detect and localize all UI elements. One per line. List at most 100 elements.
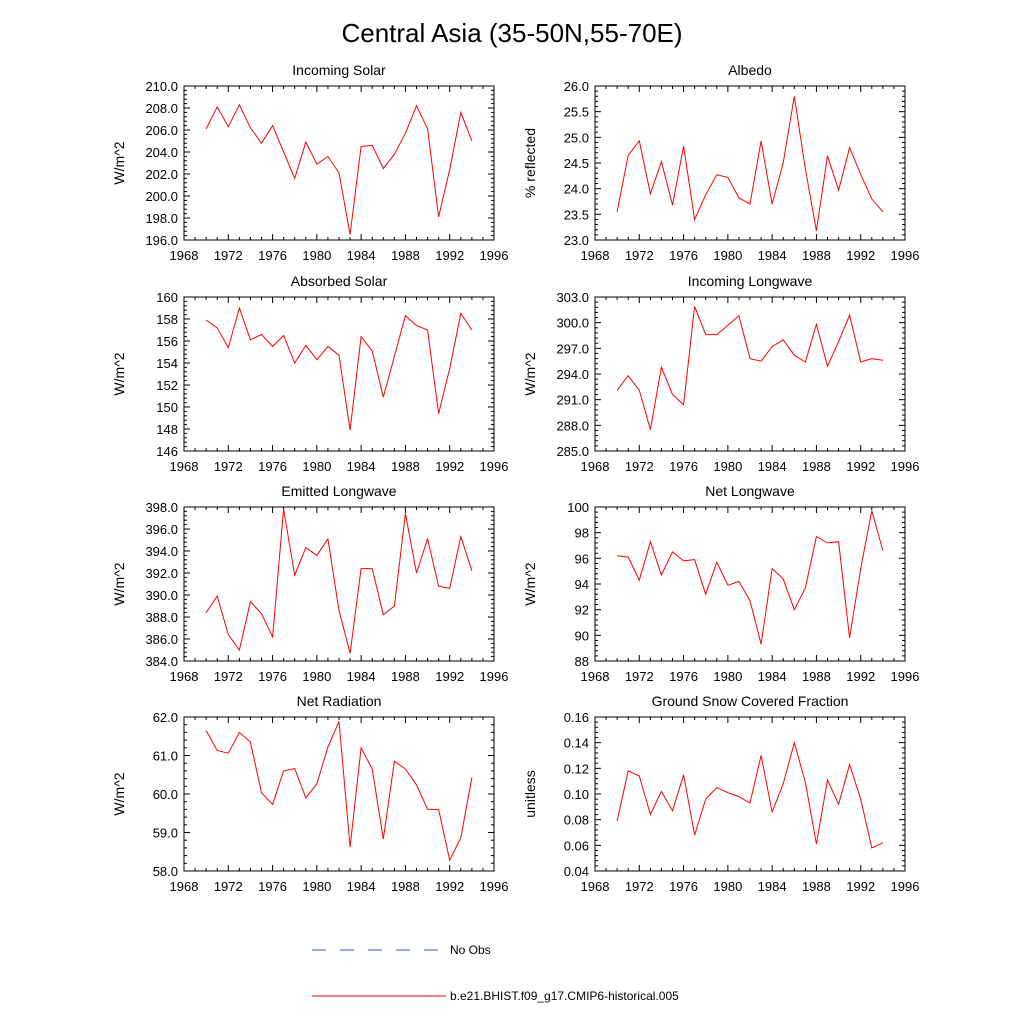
panel-3: Incoming Longwave W/m^2 1968 1972 1976 1980 19… (522, 273, 919, 474)
x-tick-label: 1976 (258, 879, 287, 894)
panel-title: Net Radiation (297, 693, 382, 709)
x-tick-label: 1984 (758, 248, 787, 263)
x-tick-label: 1968 (170, 459, 199, 474)
x-tick-label: 1996 (480, 459, 509, 474)
x-tick-label: 1968 (170, 669, 199, 684)
y-tick-label: 90 (575, 628, 589, 643)
x-tick-label: 1968 (581, 248, 610, 263)
x-tick-label: 1988 (802, 248, 831, 263)
x-tick-label: 1988 (391, 879, 420, 894)
series-line (617, 510, 884, 645)
x-tick-label: 1968 (170, 879, 199, 894)
panel-title: Net Longwave (705, 483, 795, 499)
y-tick-label: 23.5 (564, 207, 589, 222)
y-tick-label: 25.5 (564, 105, 589, 120)
x-tick-label: 1968 (170, 248, 199, 263)
y-tick-label: 92 (575, 603, 589, 618)
x-tick-label: 1988 (802, 459, 831, 474)
y-tick-label: 0.08 (564, 813, 589, 828)
y-tick-label: 198.0 (145, 211, 178, 226)
legend-obs-label: No Obs (450, 943, 491, 957)
y-tick-label: 204.0 (145, 145, 178, 160)
y-tick-label: 0.14 (564, 736, 589, 751)
x-tick-label: 1980 (713, 459, 742, 474)
y-tick-label: 300.0 (556, 316, 589, 331)
x-tick-label: 1972 (214, 669, 243, 684)
x-tick-label: 1996 (891, 459, 920, 474)
panel-4: Emitted Longwave W/m^2 1968 1972 1976 1980 198… (111, 483, 508, 684)
panel-7: Ground Snow Covered Fraction unitless 1968… (522, 693, 919, 894)
x-tick-label: 1992 (846, 879, 875, 894)
y-tick-label: 388.0 (145, 610, 178, 625)
y-tick-label: 60.0 (153, 787, 178, 802)
x-tick-label: 1988 (802, 879, 831, 894)
y-axis-label: % reflected (522, 128, 538, 198)
y-tick-label: 23.0 (564, 233, 589, 248)
panels: Incoming Solar W/m^2 1968 1972 1976 1980 1984 1… (111, 62, 919, 894)
x-tick-label: 1980 (302, 459, 331, 474)
panel-title: Incoming Solar (292, 62, 386, 78)
panel-title: Ground Snow Covered Fraction (652, 693, 849, 709)
x-tick-label: 1972 (625, 459, 654, 474)
y-tick-label: 98 (575, 526, 589, 541)
y-tick-label: 154 (156, 356, 178, 371)
x-tick-label: 1992 (435, 669, 464, 684)
panel-title: Incoming Longwave (688, 273, 813, 289)
legend-model-label: b.e21.BHIST.f09_g17.CMIP6-historical.005 (450, 989, 679, 1003)
x-tick-label: 1980 (302, 248, 331, 263)
x-tick-label: 1984 (347, 459, 376, 474)
y-tick-label: 0.06 (564, 838, 589, 853)
x-tick-label: 1996 (891, 879, 920, 894)
plot-frame (594, 296, 906, 452)
y-tick-label: 58.0 (153, 864, 178, 879)
y-tick-label: 291.0 (556, 393, 589, 408)
x-tick-label: 1984 (758, 459, 787, 474)
y-tick-label: 297.0 (556, 341, 589, 356)
x-tick-label: 1992 (435, 879, 464, 894)
x-tick-label: 1988 (802, 669, 831, 684)
y-tick-label: 94 (575, 577, 589, 592)
y-tick-label: 148 (156, 422, 178, 437)
x-tick-label: 1992 (435, 459, 464, 474)
series-line (205, 509, 473, 654)
y-tick-label: 206.0 (145, 123, 178, 138)
y-tick-label: 294.0 (556, 367, 589, 382)
y-tick-label: 398.0 (145, 500, 178, 515)
x-tick-label: 1996 (891, 248, 920, 263)
y-tick-label: 146 (156, 444, 178, 459)
y-axis-label: W/m^2 (111, 562, 127, 605)
y-tick-label: 396.0 (145, 522, 178, 537)
y-axis-label: W/m^2 (522, 352, 538, 395)
x-tick-label: 1996 (480, 669, 509, 684)
y-tick-label: 392.0 (145, 566, 178, 581)
y-tick-label: 0.12 (564, 761, 589, 776)
x-tick-label: 1984 (347, 248, 376, 263)
x-tick-label: 1972 (625, 669, 654, 684)
x-tick-label: 1968 (581, 669, 610, 684)
panel-0: Incoming Solar W/m^2 1968 1972 1976 1980 1984 1… (111, 62, 508, 263)
series-line (616, 306, 883, 430)
y-tick-label: 62.0 (153, 710, 178, 725)
x-tick-label: 1996 (891, 669, 920, 684)
y-tick-label: 386.0 (145, 632, 178, 647)
x-tick-label: 1972 (214, 248, 243, 263)
y-tick-label: 303.0 (556, 290, 589, 305)
y-tick-label: 0.04 (564, 864, 589, 879)
series-line (616, 96, 884, 231)
x-tick-label: 1980 (713, 669, 742, 684)
x-tick-label: 1988 (391, 248, 420, 263)
x-tick-label: 1980 (302, 879, 331, 894)
x-tick-label: 1976 (669, 669, 698, 684)
series-line (205, 306, 473, 431)
y-tick-label: 26.0 (564, 79, 589, 94)
x-tick-label: 1988 (391, 669, 420, 684)
y-tick-label: 208.0 (145, 101, 178, 116)
x-tick-label: 1976 (669, 879, 698, 894)
panel-title: Absorbed Solar (291, 273, 388, 289)
x-tick-label: 1996 (480, 879, 509, 894)
x-tick-label: 1972 (625, 879, 654, 894)
y-axis-label: W/m^2 (111, 141, 127, 184)
x-tick-label: 1976 (258, 669, 287, 684)
series-line (205, 103, 473, 235)
y-axis-label: W/m^2 (111, 772, 127, 815)
